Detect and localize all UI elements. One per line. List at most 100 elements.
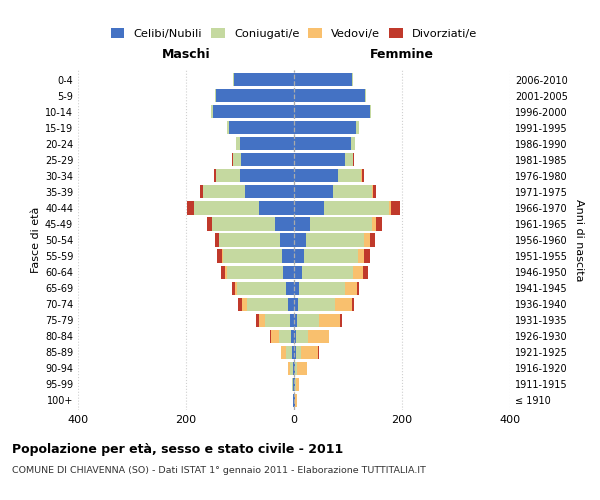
Bar	[306, 234, 364, 246]
Bar	[238, 282, 286, 294]
Bar	[216, 170, 240, 182]
Bar	[346, 282, 357, 294]
Bar	[335, 298, 352, 310]
Bar	[294, 105, 370, 118]
Bar	[350, 137, 355, 150]
Bar	[232, 282, 235, 294]
Bar	[376, 218, 382, 230]
Bar	[212, 218, 275, 230]
Bar	[279, 330, 291, 343]
Bar	[241, 153, 294, 166]
Bar	[333, 186, 372, 198]
Bar	[346, 153, 353, 166]
Text: COMUNE DI CHIAVENNA (SO) - Dati ISTAT 1° gennaio 2011 - Elaborazione TUTTITALIA.: COMUNE DI CHIAVENNA (SO) - Dati ISTAT 1°…	[12, 466, 426, 475]
Bar	[259, 202, 294, 214]
Bar	[220, 234, 280, 246]
Bar	[338, 170, 361, 182]
Bar	[362, 266, 368, 278]
Bar	[293, 362, 294, 375]
Bar	[364, 234, 370, 246]
Bar	[242, 298, 247, 310]
Text: Femmine: Femmine	[370, 48, 434, 61]
Bar	[287, 298, 294, 310]
Bar	[296, 314, 319, 327]
Bar	[295, 362, 297, 375]
Bar	[310, 218, 372, 230]
Bar	[245, 186, 294, 198]
Bar	[294, 298, 298, 310]
Bar	[365, 89, 367, 102]
Bar	[294, 282, 299, 294]
Bar	[294, 234, 306, 246]
Bar	[223, 250, 282, 262]
Bar	[227, 121, 229, 134]
Bar	[340, 314, 341, 327]
Bar	[372, 218, 376, 230]
Bar	[290, 314, 294, 327]
Bar	[200, 186, 203, 198]
Bar	[302, 266, 353, 278]
Bar	[215, 89, 216, 102]
Bar	[294, 250, 304, 262]
Bar	[294, 89, 365, 102]
Bar	[294, 202, 324, 214]
Bar	[294, 330, 296, 343]
Bar	[324, 202, 389, 214]
Bar	[265, 314, 290, 327]
Bar	[194, 202, 259, 214]
Bar	[214, 170, 216, 182]
Bar	[294, 314, 296, 327]
Bar	[213, 105, 294, 118]
Bar	[232, 153, 233, 166]
Bar	[301, 346, 318, 359]
Bar	[282, 250, 294, 262]
Bar	[235, 282, 238, 294]
Y-axis label: Fasce di età: Fasce di età	[31, 207, 41, 273]
Bar	[286, 346, 292, 359]
Bar	[286, 282, 294, 294]
Bar	[391, 202, 400, 214]
Bar	[280, 234, 294, 246]
Bar	[358, 250, 364, 262]
Bar	[294, 186, 333, 198]
Bar	[372, 186, 373, 198]
Bar	[227, 266, 283, 278]
Bar	[304, 250, 358, 262]
Bar	[296, 330, 308, 343]
Bar	[361, 170, 364, 182]
Bar	[356, 121, 359, 134]
Bar	[299, 282, 346, 294]
Bar	[357, 282, 359, 294]
Bar	[294, 266, 302, 278]
Bar	[290, 362, 293, 375]
Bar	[215, 234, 219, 246]
Bar	[294, 346, 296, 359]
Bar	[271, 330, 279, 343]
Bar	[281, 346, 286, 359]
Bar	[256, 314, 259, 327]
Bar	[297, 362, 307, 375]
Bar	[187, 202, 194, 214]
Bar	[216, 89, 294, 102]
Bar	[240, 137, 294, 150]
Bar	[206, 218, 212, 230]
Bar	[294, 362, 295, 375]
Bar	[283, 266, 294, 278]
Bar	[291, 330, 294, 343]
Bar	[294, 137, 350, 150]
Bar	[225, 266, 227, 278]
Bar	[389, 202, 391, 214]
Bar	[373, 186, 376, 198]
Bar	[229, 121, 294, 134]
Legend: Celibi/Nubili, Coniugati/e, Vedovi/e, Divorziati/e: Celibi/Nubili, Coniugati/e, Vedovi/e, Di…	[111, 28, 477, 39]
Bar	[217, 250, 221, 262]
Text: Popolazione per età, sesso e stato civile - 2011: Popolazione per età, sesso e stato civil…	[12, 442, 343, 456]
Bar	[352, 298, 355, 310]
Bar	[308, 330, 329, 343]
Bar	[319, 314, 340, 327]
Bar	[233, 73, 294, 86]
Bar	[370, 234, 375, 246]
Bar	[203, 186, 245, 198]
Bar	[353, 153, 355, 166]
Bar	[294, 73, 352, 86]
